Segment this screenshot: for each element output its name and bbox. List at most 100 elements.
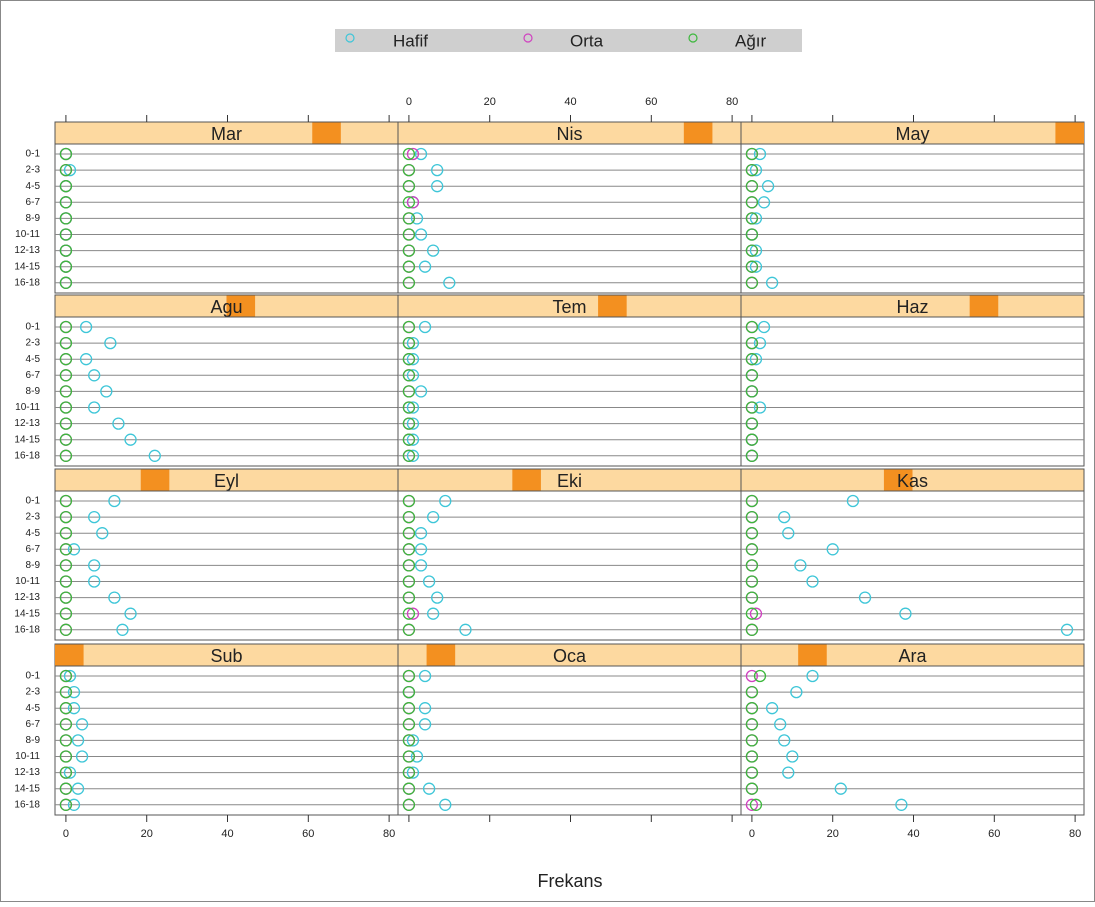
panel-title: Eyl: [214, 471, 239, 491]
dot: [59, 336, 73, 350]
dot: [422, 575, 436, 588]
dot: [59, 228, 73, 241]
dot: [59, 623, 73, 636]
strip-indicator: [140, 469, 170, 491]
x-tick-label: 40: [221, 828, 233, 840]
legend-box: [335, 29, 802, 52]
dot: [745, 385, 759, 398]
x-tick-label: 0: [749, 828, 755, 840]
dot: [418, 669, 432, 683]
dot: [414, 559, 428, 572]
y-tick-label: 4-5: [26, 703, 41, 714]
y-tick-label: 12-13: [14, 245, 40, 256]
y-tick-label: 2-3: [26, 338, 41, 349]
dot: [858, 591, 872, 604]
dot: [745, 228, 759, 241]
dot: [745, 623, 759, 636]
dot: [406, 417, 420, 430]
legend-label: Orta: [570, 31, 604, 50]
y-tick-label: 14-15: [14, 261, 40, 272]
x-tick-label: 60: [302, 828, 314, 840]
dot: [402, 510, 416, 524]
dot: [59, 607, 73, 620]
dot: [745, 244, 759, 257]
dot: [410, 212, 424, 225]
dot: [104, 336, 117, 350]
y-tick-label: 8-9: [26, 386, 41, 397]
y-tick-label: 8-9: [26, 213, 41, 224]
y-tick-label: 6-7: [26, 719, 41, 730]
y-tick-label: 8-9: [26, 560, 41, 571]
dot: [745, 798, 759, 811]
dot: [59, 401, 73, 414]
dot: [806, 669, 819, 683]
y-tick-label: 6-7: [26, 370, 41, 381]
dot: [414, 228, 428, 241]
dot: [414, 385, 428, 398]
dot: [753, 336, 767, 350]
dot: [745, 734, 759, 747]
y-tick-label: 4-5: [26, 181, 41, 192]
panel-title: Mar: [211, 124, 242, 144]
y-tick-label: 12-13: [14, 592, 40, 603]
dot: [63, 766, 77, 779]
dot: [59, 449, 73, 462]
dot: [406, 401, 420, 414]
strip-indicator: [598, 295, 627, 317]
dot: [765, 702, 779, 715]
dot: [402, 798, 416, 811]
legend-symbol: [523, 33, 533, 43]
dot: [410, 750, 424, 763]
y-tick-label: 14-15: [14, 434, 40, 445]
dot: [406, 734, 420, 747]
dot: [749, 212, 763, 225]
legend-symbol: [688, 33, 698, 43]
dot: [439, 798, 452, 811]
dot: [745, 449, 759, 462]
dot: [406, 353, 420, 366]
y-tick-label: 10-11: [15, 402, 40, 413]
dot: [745, 433, 759, 446]
dot: [418, 702, 432, 715]
dot: [402, 702, 416, 715]
dot: [745, 782, 759, 795]
dot: [418, 260, 432, 273]
y-tick-label: 10-11: [15, 751, 40, 762]
dot: [75, 750, 89, 763]
dot: [108, 591, 121, 604]
dot: [753, 401, 767, 414]
y-tick-label: 14-15: [14, 783, 40, 794]
dot: [402, 147, 416, 161]
dot: [749, 163, 763, 177]
dot: [402, 260, 416, 273]
dot: [745, 543, 759, 556]
dot: [59, 494, 73, 508]
x-axis-label: Frekans: [537, 871, 602, 891]
x-tick-label: 80: [383, 828, 395, 840]
dot: [745, 750, 759, 763]
dot: [59, 417, 73, 430]
dot: [79, 320, 93, 334]
dot: [402, 734, 416, 747]
dot: [59, 510, 73, 524]
strip-indicator: [55, 644, 84, 666]
dot: [753, 669, 767, 683]
dot: [406, 336, 420, 350]
dot: [59, 196, 73, 209]
dot: [402, 750, 416, 763]
dot: [806, 575, 819, 588]
dot: [402, 607, 416, 620]
dot: [67, 702, 81, 715]
dot: [782, 766, 795, 779]
dot: [59, 147, 73, 161]
dot: [59, 685, 73, 699]
dot: [745, 196, 759, 209]
strip-indicator: [683, 122, 713, 144]
dot: [745, 685, 759, 699]
dot: [402, 685, 416, 699]
dot: [88, 575, 101, 588]
x-tick-label: 0: [406, 96, 412, 108]
dot: [88, 510, 101, 524]
dot: [745, 163, 759, 177]
dot: [757, 320, 771, 334]
